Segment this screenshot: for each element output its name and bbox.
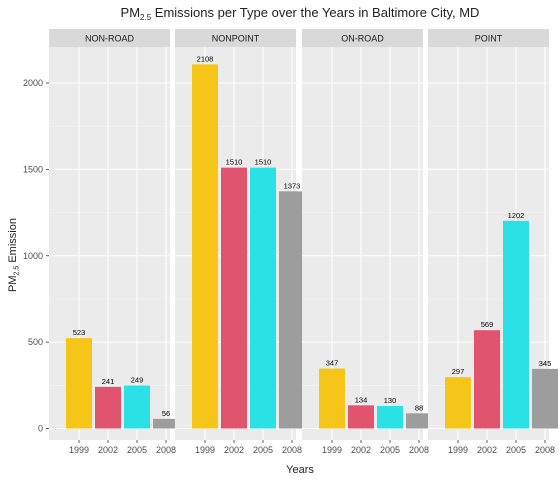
bar <box>66 338 92 429</box>
bar <box>532 368 558 429</box>
x-tick-label: 2005 <box>253 445 273 455</box>
y-tick-label: 2000 <box>23 78 43 88</box>
x-tick-label: 2002 <box>351 445 371 455</box>
bar <box>377 406 403 429</box>
bar <box>348 405 374 429</box>
facet-strip <box>302 29 423 47</box>
y-tick-label: 1500 <box>23 164 43 174</box>
facet-strip <box>175 29 296 47</box>
chart-title-subscript: 2.5 <box>140 13 152 22</box>
x-tick-label: 2005 <box>127 445 147 455</box>
x-tick-label: 2005 <box>380 445 400 455</box>
bar-value-label: 297 <box>452 367 465 376</box>
bar-value-label: 1510 <box>226 158 243 167</box>
y-axis-title-prefix: PM <box>7 275 19 292</box>
bar <box>279 191 305 429</box>
bar <box>503 220 529 429</box>
facet-strip-label: NON-ROAD <box>85 34 134 44</box>
bar <box>445 377 471 429</box>
facet-strip <box>428 29 549 47</box>
facet-panel: NON-ROAD 523 241 249 56 1999 2002 2005 2008 <box>49 29 179 455</box>
y-tick-label: 1000 <box>23 251 43 261</box>
bar-value-label: 241 <box>102 377 115 386</box>
facet-strip-label: ON-ROAD <box>341 34 384 44</box>
x-tick-label: 1999 <box>195 445 215 455</box>
bar <box>124 385 150 429</box>
bar-value-label: 345 <box>539 359 552 368</box>
chart-title-prefix: PM <box>121 5 141 20</box>
bar-value-label: 1373 <box>284 181 301 190</box>
y-tick-label: 500 <box>28 337 43 347</box>
facet-panel: NONPOINT 2108 1510 1510 1373 1999 2002 2005 2008 <box>175 29 305 455</box>
facet-strip-label: NONPOINT <box>212 34 260 44</box>
bar <box>95 386 121 429</box>
facet-strip-label: POINT <box>475 34 503 44</box>
y-axis: 0 500 1000 1500 2000 <box>23 78 49 434</box>
bar-value-label: 1510 <box>255 158 272 167</box>
x-tick-label: 2008 <box>282 445 302 455</box>
facet-panel: POINT 297 569 1202 345 1999 2002 2005 2008 <box>428 29 558 455</box>
bar-value-label: 1202 <box>508 211 525 220</box>
bar-value-label: 130 <box>384 396 397 405</box>
chart-title: PM2.5 Emissions per Type over the Years … <box>121 5 480 22</box>
bar <box>221 167 247 429</box>
x-tick-label: 2002 <box>224 445 244 455</box>
x-tick-label: 2008 <box>535 445 555 455</box>
bar <box>474 330 500 429</box>
x-tick-label: 1999 <box>448 445 468 455</box>
x-tick-label: 2008 <box>156 445 176 455</box>
bar-value-label: 249 <box>131 375 144 384</box>
bar-value-label: 56 <box>162 409 170 418</box>
y-axis-title-suffix: Emission <box>7 218 19 266</box>
bar <box>319 368 345 429</box>
y-axis-title-subscript: 2.5 <box>14 266 21 276</box>
bar-value-label: 134 <box>355 395 368 404</box>
bar <box>192 64 218 429</box>
bar <box>250 167 276 429</box>
x-tick-label: 1999 <box>322 445 342 455</box>
bar-value-label: 569 <box>481 320 494 329</box>
x-tick-label: 1999 <box>69 445 89 455</box>
chart-title-suffix: Emissions per Type over the Years in Bal… <box>151 5 479 20</box>
bar-value-label: 347 <box>326 359 339 368</box>
y-axis-title: PM2.5 Emission <box>7 218 21 292</box>
bar <box>406 413 432 429</box>
x-axis-title: Years <box>286 464 314 476</box>
bar <box>153 418 179 429</box>
x-tick-label: 2002 <box>98 445 118 455</box>
bar-value-label: 523 <box>73 328 86 337</box>
facet-panel: ON-ROAD 347 134 130 88 1999 2002 2005 2008 <box>302 29 432 455</box>
facet-strip <box>49 29 170 47</box>
y-tick-label: 0 <box>38 424 43 434</box>
x-tick-label: 2008 <box>409 445 429 455</box>
x-tick-label: 2002 <box>477 445 497 455</box>
bar-value-label: 88 <box>415 403 423 412</box>
x-tick-label: 2005 <box>506 445 526 455</box>
bar-value-label: 2108 <box>197 54 214 63</box>
